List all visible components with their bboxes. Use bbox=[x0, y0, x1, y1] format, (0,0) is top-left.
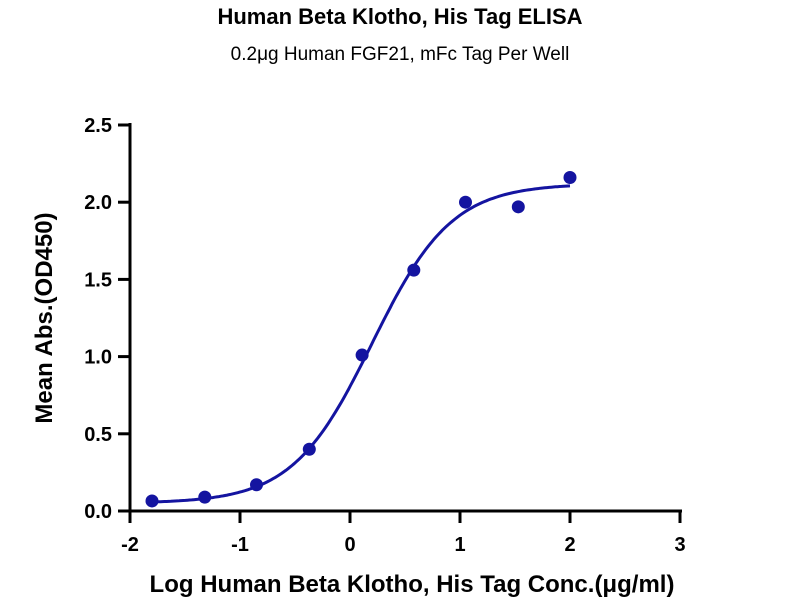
x-tick-label: 2 bbox=[564, 534, 575, 556]
y-tick-label: 0.0 bbox=[84, 501, 112, 523]
data-point bbox=[563, 170, 577, 184]
fit-curve bbox=[151, 184, 571, 504]
chart-title: Human Beta Klotho, His Tag ELISA bbox=[217, 4, 582, 29]
y-tick-label: 2.5 bbox=[84, 115, 112, 137]
axes: -2 -1 0 1 2 3 0.0 0.5 1.0 1.5 2.0 2.5 bbox=[84, 115, 685, 556]
data-point bbox=[302, 442, 316, 456]
x-tick-label: -2 bbox=[121, 534, 139, 556]
data-point bbox=[145, 494, 159, 508]
x-tick-label: 0 bbox=[344, 534, 355, 556]
chart-subtitle: 0.2μg Human FGF21, mFc Tag Per Well bbox=[231, 44, 570, 65]
plot-area bbox=[145, 170, 577, 508]
x-axis-label: Log Human Beta Klotho, His Tag Conc.(μg/… bbox=[150, 571, 675, 598]
data-point bbox=[407, 263, 421, 277]
x-tick-label: 3 bbox=[674, 534, 685, 556]
y-tick-label: 1.5 bbox=[84, 269, 112, 291]
data-point bbox=[250, 478, 263, 492]
data-point bbox=[459, 195, 472, 209]
y-axis-label: Mean Abs.(OD450) bbox=[31, 212, 58, 423]
y-tick-label: 0.5 bbox=[84, 424, 112, 446]
data-point bbox=[198, 490, 212, 504]
data-point bbox=[511, 200, 525, 214]
x-tick-label: -1 bbox=[231, 534, 249, 556]
data-point bbox=[355, 348, 369, 362]
y-tick-label: 2.0 bbox=[84, 192, 112, 214]
y-tick-label: 1.0 bbox=[84, 347, 112, 369]
x-tick-label: 1 bbox=[454, 534, 465, 556]
